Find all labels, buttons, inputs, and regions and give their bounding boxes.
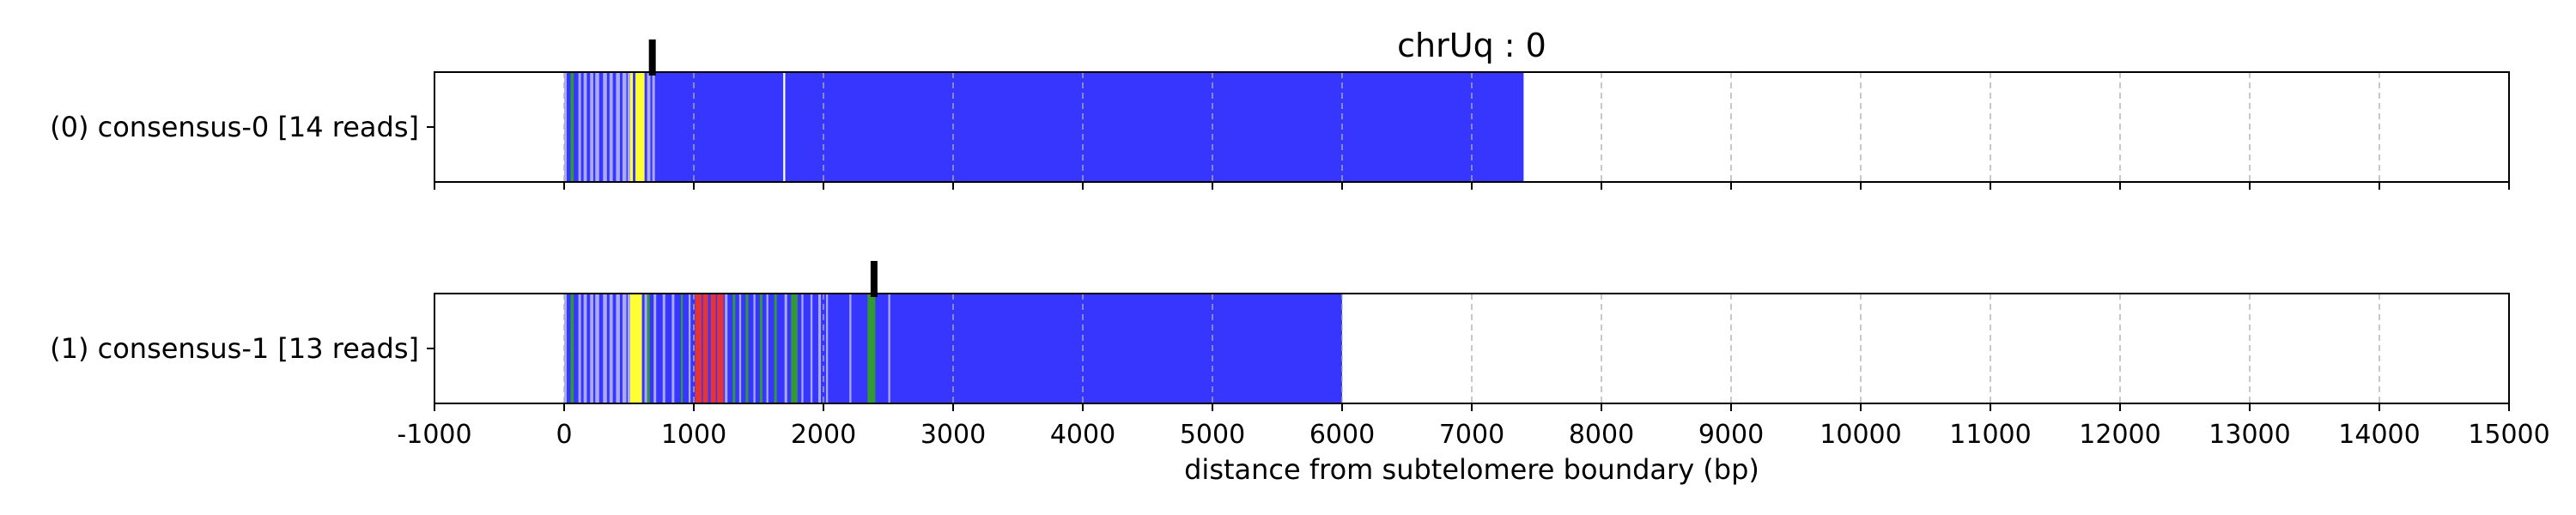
track-segment xyxy=(595,294,599,403)
x-tick-label: 4000 xyxy=(1050,420,1115,450)
x-tick-label: 6000 xyxy=(1309,420,1375,450)
track-segment xyxy=(702,294,708,403)
x-tick-label: 14000 xyxy=(2338,420,2420,450)
x-tick-label: 13000 xyxy=(2208,420,2290,450)
track-segment xyxy=(791,294,798,403)
track-segment xyxy=(680,294,683,403)
track-segment xyxy=(622,72,627,182)
x-tick-label: 0 xyxy=(556,420,572,450)
track-segment xyxy=(570,294,574,403)
track-segment xyxy=(630,294,642,403)
track-segment xyxy=(817,294,821,403)
track-panel-0: (0) consensus-0 [14 reads] xyxy=(50,39,2510,190)
track-segment xyxy=(564,72,568,182)
track-segment xyxy=(688,294,691,403)
track-segment xyxy=(671,294,675,403)
x-tick-label: 1000 xyxy=(661,420,726,450)
track-segment xyxy=(644,294,647,403)
track-segment xyxy=(609,294,613,403)
track-segment xyxy=(810,294,813,403)
track-segment xyxy=(603,294,607,403)
track-segment xyxy=(732,294,736,403)
track-segment xyxy=(627,72,631,182)
track-segment xyxy=(616,72,620,182)
track-segment xyxy=(635,72,645,182)
track-label: (1) consensus-1 [13 reads] xyxy=(50,332,419,365)
chart-title: chrUq : 0 xyxy=(1397,27,1546,64)
track-segment xyxy=(603,72,607,182)
track-segment xyxy=(647,294,650,403)
track-segment xyxy=(783,72,786,182)
tracks-layer: (0) consensus-0 [14 reads] (1) consensus-… xyxy=(50,39,2510,411)
x-tick-label: 10000 xyxy=(1820,420,1901,450)
track-segment xyxy=(801,294,804,403)
x-tick-label: 5000 xyxy=(1180,420,1245,450)
track-segment xyxy=(567,294,571,403)
track-segment xyxy=(627,294,631,403)
position-marker xyxy=(648,39,656,76)
track-segment xyxy=(647,72,651,182)
track-segment xyxy=(595,72,599,182)
track-segment xyxy=(590,294,593,403)
track-segment xyxy=(652,72,655,182)
track-segment xyxy=(622,294,627,403)
track-segment xyxy=(738,294,742,403)
track-segment xyxy=(630,72,634,182)
track-segment xyxy=(583,294,587,403)
x-tick-label: 9000 xyxy=(1698,420,1764,450)
track-base-bar xyxy=(564,72,1524,182)
track-segment xyxy=(725,294,728,403)
x-tick-label: 15000 xyxy=(2468,420,2549,450)
track-segment xyxy=(753,294,756,403)
track-segment xyxy=(888,294,890,403)
track-segment xyxy=(784,294,787,403)
track-segment xyxy=(774,294,777,403)
track-segment xyxy=(653,294,657,403)
track-segment xyxy=(578,72,581,182)
track-panel-1: (1) consensus-1 [13 reads] xyxy=(50,261,2510,411)
x-tick-label: 11000 xyxy=(1949,420,2031,450)
track-segment xyxy=(609,72,613,182)
track-segment xyxy=(578,294,581,403)
track-segment xyxy=(849,294,852,403)
x-tick-label: 7000 xyxy=(1439,420,1504,450)
track-segment xyxy=(760,294,763,403)
track-segment xyxy=(710,294,716,403)
x-tick-label: 2000 xyxy=(791,420,856,450)
x-tick-label: 8000 xyxy=(1569,420,1634,450)
track-segment xyxy=(567,72,571,182)
track-segment xyxy=(745,294,749,403)
x-tick-label: 3000 xyxy=(920,420,986,450)
x-tick-label: 12000 xyxy=(2079,420,2160,450)
position-marker xyxy=(870,261,878,297)
track-segment xyxy=(766,294,769,403)
x-tick-label: -1000 xyxy=(397,420,471,450)
x-axis-label: distance from subtelomere boundary (bp) xyxy=(1184,453,1759,486)
track-segment xyxy=(564,294,568,403)
track-segment xyxy=(570,72,574,182)
track-segment xyxy=(574,294,579,403)
track-segment xyxy=(867,294,876,403)
track-segment xyxy=(826,294,829,403)
track-segment xyxy=(662,294,665,403)
x-tick-labels: -1000 0 1000 2000 3000 4000 5000 6000 7000 8000 90… xyxy=(397,420,2549,450)
track-segment xyxy=(590,72,593,182)
track-segment xyxy=(717,294,724,403)
track-label: (0) consensus-0 [14 reads] xyxy=(50,111,419,143)
track-segment xyxy=(574,72,579,182)
track-segment xyxy=(695,294,702,403)
track-segment xyxy=(616,294,620,403)
track-segment xyxy=(583,72,587,182)
